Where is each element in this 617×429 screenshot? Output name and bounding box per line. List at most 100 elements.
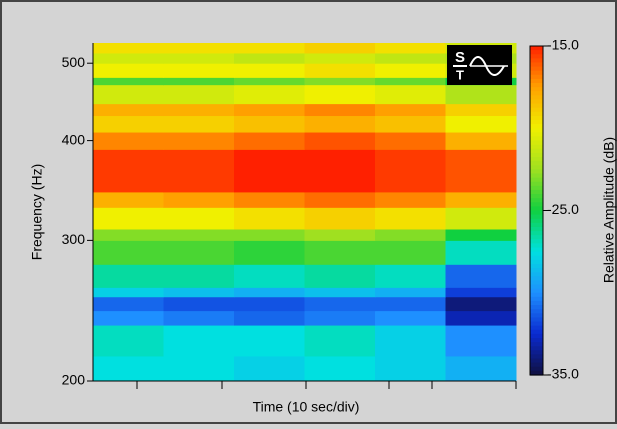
heatmap-cell: [163, 132, 235, 150]
colorbar-segment: [530, 296, 543, 302]
colorbar-segment: [530, 243, 543, 249]
heatmap-cell: [163, 84, 235, 105]
heatmap-cell: [234, 52, 305, 64]
heatmap-cell: [375, 296, 446, 312]
heatmap-cell: [234, 325, 305, 357]
heatmap-cell: [445, 103, 517, 117]
colorbar-segment: [530, 136, 543, 142]
heatmap-cell: [93, 240, 164, 265]
colorbar-segment: [530, 325, 543, 331]
heatmap-cell: [234, 287, 305, 298]
heatmap-cell: [304, 264, 376, 288]
colorbar-segment: [530, 309, 543, 314]
colorbar-segment: [530, 70, 543, 76]
heatmap-cell: [375, 103, 446, 117]
heatmap-cell: [375, 191, 446, 208]
heatmap-cell: [234, 264, 305, 288]
heatmap-cell: [163, 296, 235, 312]
heatmap-cell: [234, 63, 305, 78]
colorbar-segment: [530, 144, 543, 150]
heatmap-cell: [93, 149, 164, 193]
heatmap-cell: [445, 310, 517, 326]
heatmap-cell: [304, 325, 376, 357]
colorbar-segment: [530, 231, 543, 236]
heatmap-cell: [93, 52, 164, 64]
heatmap-cell: [234, 132, 305, 150]
heatmap-cell: [375, 149, 446, 193]
heatmap-cell: [163, 52, 235, 64]
heatmap-cell: [304, 229, 376, 241]
heatmap-cell: [93, 84, 164, 105]
heatmap-cell: [93, 229, 164, 241]
colorbar-segment: [530, 157, 543, 162]
colorbar-segment: [530, 333, 543, 339]
colorbar-segment: [530, 74, 543, 80]
plot-area: [93, 43, 517, 382]
colorbar-segment: [530, 284, 543, 290]
heatmap-cell: [445, 240, 517, 265]
colorbar-segment: [530, 128, 543, 133]
heatmap-cell: [163, 77, 235, 86]
colorbar-segment: [530, 358, 543, 364]
heatmap-cell: [163, 149, 235, 193]
heatmap-cell: [445, 149, 517, 193]
colorbar-segment: [530, 189, 543, 195]
colorbar-segment: [530, 305, 543, 310]
colorbar-segment: [530, 54, 543, 59]
heatmap-cell: [163, 229, 235, 241]
colorbar-segment: [530, 177, 543, 183]
heatmap-cell: [163, 310, 235, 326]
heatmap-cell: [234, 77, 305, 86]
colorbar-segment: [530, 165, 543, 170]
colorbar-segment: [530, 321, 543, 327]
colorbar-segment: [530, 132, 543, 138]
heatmap-cell: [445, 132, 517, 150]
heatmap-cell: [93, 264, 164, 288]
heatmap-cell: [304, 296, 376, 312]
heatmap-cell: [375, 264, 446, 288]
heatmap-cell: [163, 264, 235, 288]
colorbar-segment: [530, 370, 543, 376]
heatmap-cell: [375, 325, 446, 357]
colorbar-segment: [530, 235, 543, 240]
colorbar-segment: [530, 120, 543, 125]
heatmap-cell: [375, 355, 446, 382]
colorbar-segment: [530, 185, 543, 191]
colorbar-segment: [530, 148, 543, 154]
heatmap-cell: [445, 264, 517, 288]
colorbar-segment: [530, 87, 543, 92]
colorbar-segment: [530, 83, 543, 88]
svg-text:T: T: [456, 67, 464, 82]
colorbar-segment: [530, 210, 543, 216]
heatmap-cell: [304, 52, 376, 64]
heatmap-cell: [163, 287, 235, 298]
heatmap-cell: [375, 310, 446, 326]
y-tick-label: 500: [62, 54, 86, 70]
heatmap-cell: [375, 287, 446, 298]
colorbar-segment: [530, 218, 543, 224]
colorbar-segment: [530, 337, 543, 343]
colorbar-segment: [530, 66, 543, 72]
colorbar-segment: [530, 362, 543, 368]
colorbar-segment: [530, 222, 543, 228]
colorbar-segment: [530, 313, 543, 319]
colorbar-segment: [530, 259, 543, 265]
heatmap-cell: [375, 240, 446, 265]
colorbar-segment: [530, 99, 543, 105]
colorbar-segment: [530, 78, 543, 84]
colorbar-segment: [530, 161, 543, 166]
colorbar-segment: [530, 198, 543, 203]
heatmap-cell: [234, 84, 305, 105]
heatmap-cell: [304, 287, 376, 298]
heatmap-cell: [445, 191, 517, 208]
svg-text:S: S: [455, 49, 465, 66]
colorbar-segment: [530, 140, 543, 146]
heatmap-cell: [304, 103, 376, 117]
heatmap-cell: [445, 325, 517, 357]
colorbar-segment: [530, 111, 543, 117]
colorbar-title: Relative Amplitude (dB): [601, 137, 617, 283]
colorbar-tick-label: -35.0: [547, 366, 579, 382]
heatmap-cell: [234, 229, 305, 241]
heatmap-cell: [375, 229, 446, 241]
heatmap-cell: [93, 63, 164, 78]
